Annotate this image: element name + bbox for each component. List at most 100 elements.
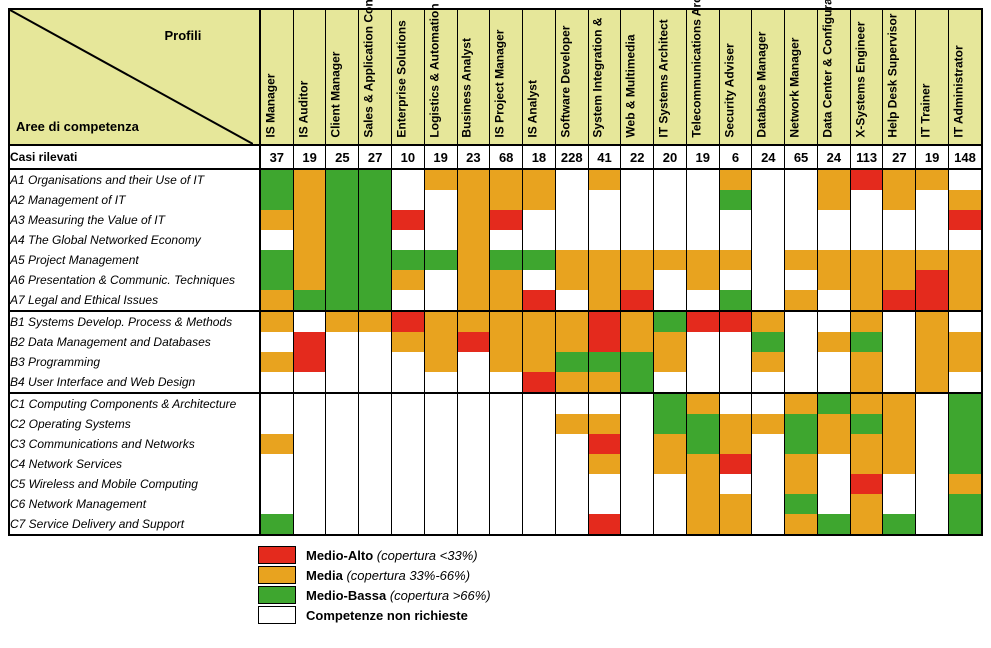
- matrix-cell: [949, 169, 982, 190]
- matrix-cell: [555, 332, 588, 352]
- profile-header-label: IT Systems Architect: [657, 20, 670, 138]
- matrix-cell: [260, 210, 293, 230]
- matrix-cell: [326, 454, 359, 474]
- competence-row: C6 Network Management: [9, 494, 982, 514]
- legend-row: Media (copertura 33%-66%): [258, 566, 983, 584]
- matrix-cell: [490, 230, 523, 250]
- matrix-cell: [785, 311, 818, 332]
- matrix-cell: [883, 230, 916, 250]
- matrix-cell: [490, 210, 523, 230]
- matrix-cell: [785, 250, 818, 270]
- matrix-cell: [883, 190, 916, 210]
- matrix-cell: [260, 332, 293, 352]
- matrix-cell: [326, 290, 359, 311]
- matrix-cell: [457, 230, 490, 250]
- matrix-cell: [785, 169, 818, 190]
- competence-label: B4 User Interface and Web Design: [9, 372, 260, 393]
- matrix-cell: [490, 352, 523, 372]
- matrix-cell: [850, 494, 883, 514]
- profile-header-label: IS Analyst: [526, 80, 539, 138]
- matrix-cell: [752, 494, 785, 514]
- counts-row: Casi rilevati371925271019236818228412220…: [9, 145, 982, 169]
- matrix-cell: [392, 169, 425, 190]
- matrix-cell: [260, 270, 293, 290]
- matrix-cell: [949, 414, 982, 434]
- matrix-cell: [457, 494, 490, 514]
- profile-header-label: IS Auditor: [297, 81, 310, 138]
- competence-row: A7 Legal and Ethical Issues: [9, 290, 982, 311]
- matrix-cell: [719, 230, 752, 250]
- matrix-cell: [621, 414, 654, 434]
- matrix-cell: [523, 230, 556, 250]
- matrix-cell: [555, 311, 588, 332]
- matrix-cell: [817, 514, 850, 535]
- matrix-cell: [621, 190, 654, 210]
- competence-row: A3 Measuring the Value of IT: [9, 210, 982, 230]
- matrix-cell: [752, 290, 785, 311]
- matrix-cell: [424, 372, 457, 393]
- profile-header: System Integration &: [588, 9, 621, 145]
- count-cell: 19: [916, 145, 949, 169]
- profile-header-label: X-Systems Engineer: [854, 22, 867, 138]
- matrix-cell: [260, 190, 293, 210]
- matrix-cell: [621, 311, 654, 332]
- matrix-cell: [523, 514, 556, 535]
- matrix-cell: [523, 332, 556, 352]
- matrix-cell: [588, 434, 621, 454]
- matrix-cell: [850, 190, 883, 210]
- matrix-cell: [916, 434, 949, 454]
- matrix-cell: [392, 270, 425, 290]
- matrix-cell: [359, 434, 392, 454]
- matrix-cell: [752, 230, 785, 250]
- matrix-cell: [326, 514, 359, 535]
- matrix-cell: [949, 210, 982, 230]
- matrix-cell: [260, 514, 293, 535]
- matrix-cell: [523, 210, 556, 230]
- matrix-cell: [785, 514, 818, 535]
- matrix-cell: [424, 250, 457, 270]
- matrix-cell: [916, 494, 949, 514]
- profile-header: Sales & Application Cons.: [359, 9, 392, 145]
- matrix-cell: [555, 514, 588, 535]
- matrix-cell: [654, 230, 687, 250]
- matrix-cell: [359, 169, 392, 190]
- matrix-cell: [949, 474, 982, 494]
- matrix-cell: [260, 372, 293, 393]
- matrix-cell: [686, 270, 719, 290]
- matrix-cell: [817, 352, 850, 372]
- matrix-cell: [621, 474, 654, 494]
- matrix-cell: [293, 250, 326, 270]
- competence-row: B4 User Interface and Web Design: [9, 372, 982, 393]
- matrix-cell: [719, 352, 752, 372]
- matrix-cell: [326, 311, 359, 332]
- competence-row: C4 Network Services: [9, 454, 982, 474]
- matrix-cell: [883, 169, 916, 190]
- profile-header-label: Data Center & Configuration: [821, 0, 834, 138]
- matrix-cell: [523, 270, 556, 290]
- profile-header: Data Center & Configuration: [817, 9, 850, 145]
- matrix-cell: [850, 414, 883, 434]
- matrix-cell: [523, 190, 556, 210]
- matrix-cell: [260, 169, 293, 190]
- count-cell: 148: [949, 145, 982, 169]
- matrix-cell: [457, 393, 490, 414]
- matrix-cell: [752, 393, 785, 414]
- matrix-cell: [523, 290, 556, 311]
- matrix-cell: [260, 290, 293, 311]
- matrix-cell: [523, 311, 556, 332]
- matrix-cell: [490, 393, 523, 414]
- matrix-cell: [752, 414, 785, 434]
- matrix-cell: [424, 210, 457, 230]
- matrix-cell: [621, 454, 654, 474]
- matrix-cell: [359, 372, 392, 393]
- matrix-cell: [686, 372, 719, 393]
- matrix-cell: [359, 230, 392, 250]
- competence-row: A2 Management of IT: [9, 190, 982, 210]
- matrix-cell: [523, 474, 556, 494]
- matrix-cell: [752, 270, 785, 290]
- competence-label: A4 The Global Networked Economy: [9, 230, 260, 250]
- matrix-cell: [359, 270, 392, 290]
- count-cell: 65: [785, 145, 818, 169]
- legend-row: Competenze non richieste: [258, 606, 983, 624]
- matrix-cell: [293, 169, 326, 190]
